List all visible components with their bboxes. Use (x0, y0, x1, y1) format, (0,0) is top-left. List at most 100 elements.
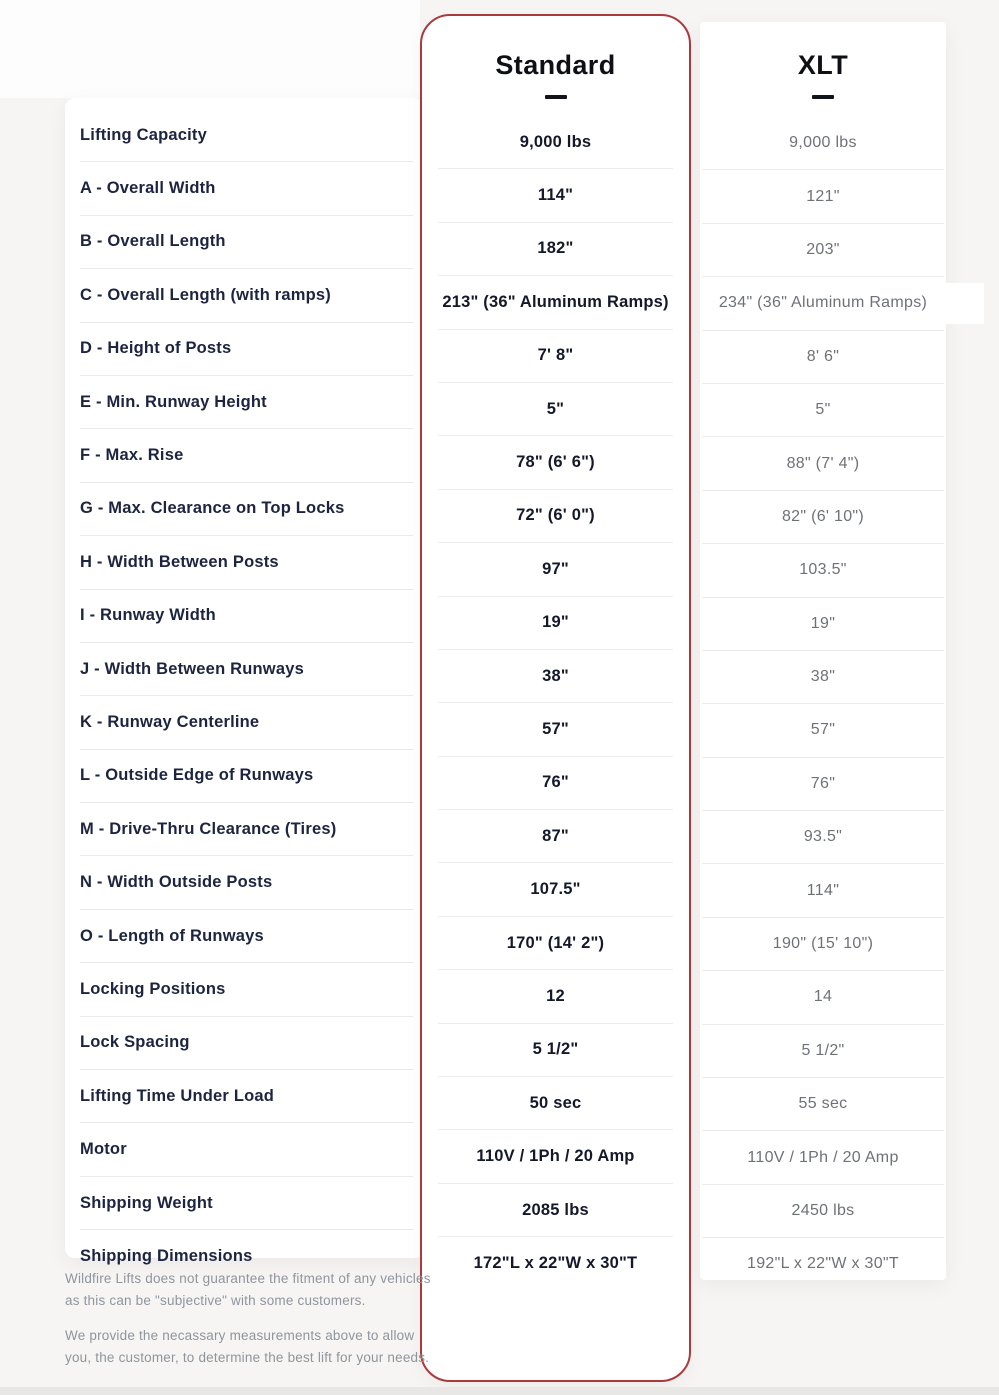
spec-label-row: D - Height of Posts (80, 323, 413, 376)
xlt-value-row: 8' 6" (702, 331, 944, 384)
standard-value-row: 38" (438, 650, 673, 704)
disclaimer: Wildfire Lifts does not guarantee the fi… (65, 1268, 440, 1381)
spec-label-row-text: I - Runway Width (80, 606, 216, 625)
standard-title-dash (544, 95, 567, 99)
xlt-value-row: 110V / 1Ph / 20 Amp (702, 1131, 944, 1185)
spec-label-row: Lifting Time Under Load (80, 1070, 413, 1124)
standard-value-row: 12 (438, 970, 673, 1024)
standard-value-row-text: 2085 lbs (522, 1200, 589, 1219)
xlt-value-row: 192"L x 22"W x 30"T (702, 1238, 944, 1290)
spec-label-row-text: Locking Positions (80, 979, 226, 998)
standard-value-row-text: 50 sec (529, 1093, 582, 1112)
standard-value-row-text: 12 (546, 986, 565, 1005)
standard-value-row-text: 87" (542, 826, 569, 845)
standard-value-row: 172"L x 22"W x 30"T (438, 1237, 673, 1289)
spec-label-row: A - Overall Width (80, 162, 413, 216)
xlt-value-row-text: 57" (810, 721, 836, 739)
spec-label-row: Motor (80, 1123, 413, 1177)
xlt-value-row-text: 121" (806, 187, 840, 205)
standard-value-row-text: 78" (6' 6") (516, 453, 595, 472)
spec-label-row-text: K - Runway Centerline (80, 712, 260, 731)
standard-value-row: 114" (438, 169, 673, 223)
xlt-value-row: 190" (15' 10") (702, 918, 944, 972)
xlt-value-row-text: 114" (806, 881, 840, 899)
xlt-value-row-text: 38" (810, 668, 836, 686)
standard-value-row-text: 57" (542, 719, 569, 738)
xlt-value-row: 93.5" (702, 811, 944, 865)
xlt-value-row: 9,000 lbs (702, 117, 944, 171)
spec-label-row-text: C - Overall Length (with ramps) (80, 285, 331, 304)
spec-label-row-text: L - Outside Edge of Runways (80, 766, 314, 785)
standard-value-row: 9,000 lbs (438, 116, 673, 170)
xlt-value-row-text: 8' 6" (806, 347, 840, 365)
xlt-value-row: 203" (702, 224, 944, 278)
xlt-value-row-text: 5 1/2" (801, 1041, 845, 1059)
standard-value-row: 72" (6' 0") (438, 490, 673, 544)
xlt-value-row: 55 sec (702, 1078, 944, 1132)
standard-column-card: Standard 9,000 lbs 114" 182" 213" (36" Alum… (420, 14, 691, 1382)
standard-value-row-text: 72" (6' 0") (516, 506, 595, 525)
spec-label-row-text: B - Overall Length (80, 232, 226, 251)
spec-label-row: Lock Spacing (80, 1017, 413, 1071)
bottom-strip (0, 1387, 999, 1395)
spec-label-row: Locking Positions (80, 963, 413, 1017)
xlt-value-row: 114" (702, 864, 944, 918)
spec-label-row-text: J - Width Between Runways (80, 659, 304, 678)
spec-label-row: Lifting Capacity (80, 109, 413, 163)
standard-value-row: 110V / 1Ph / 20 Amp (438, 1130, 673, 1184)
xlt-column-header: XLT (700, 22, 946, 99)
standard-value-row: 87" (438, 810, 673, 864)
xlt-value-row: 234" (36" Aluminum Ramps) (702, 277, 984, 331)
standard-value-row-text: 7' 8" (537, 346, 574, 365)
disclaimer-line-1: Wildfire Lifts does not guarantee the fi… (65, 1271, 431, 1308)
spec-label-row: H - Width Between Posts (80, 536, 413, 590)
spec-label-row-text: Shipping Dimensions (80, 1246, 253, 1265)
standard-value-row: 5 1/2" (438, 1024, 673, 1078)
spec-label-row: O - Length of Runways (80, 910, 413, 964)
xlt-value-row-text: 190" (15' 10") (772, 935, 874, 953)
standard-value-row: 50 sec (438, 1077, 673, 1131)
xlt-value-rows: 9,000 lbs 121" 203" 234" (36" Aluminum Ramp… (700, 117, 984, 1291)
xlt-value-row: 5 1/2" (702, 1025, 944, 1079)
xlt-value-row: 38" (702, 651, 944, 705)
background-band (0, 0, 420, 98)
xlt-value-row: 19" (702, 598, 944, 651)
xlt-value-row-text: 82" (6' 10") (781, 507, 865, 525)
standard-column-header: Standard (422, 16, 689, 99)
spec-label-row: C - Overall Length (with ramps) (80, 269, 413, 323)
spec-label-row-text: Motor (80, 1140, 127, 1159)
xlt-value-row-text: 5" (815, 401, 831, 419)
spec-label-row-text: H - Width Between Posts (80, 552, 279, 571)
standard-value-row-text: 5" (546, 399, 565, 418)
spec-label-row: B - Overall Length (80, 216, 413, 270)
standard-value-row-text: 38" (542, 666, 569, 685)
spec-label-row: I - Runway Width (80, 590, 413, 643)
spec-label-row-text: F - Max. Rise (80, 446, 184, 465)
xlt-column-card: XLT 9,000 lbs 121" 203" 234" (36" Aluminum … (700, 22, 984, 1280)
xlt-value-row: 14 (702, 971, 944, 1025)
spec-label-row: N - Width Outside Posts (80, 856, 413, 910)
xlt-column-title: XLT (797, 50, 849, 80)
xlt-value-row-text: 203" (806, 240, 840, 258)
spec-label-row-text: Lifting Time Under Load (80, 1086, 275, 1105)
xlt-value-row-text: 192"L x 22"W x 30"T (747, 1255, 899, 1273)
spec-label-row-text: E - Min. Runway Height (80, 392, 267, 411)
standard-value-row: 76" (438, 757, 673, 811)
xlt-value-row-text: 55 sec (798, 1095, 848, 1113)
standard-value-row-text: 170" (14' 2") (506, 933, 605, 952)
standard-value-row-text: 97" (542, 559, 569, 578)
standard-value-row: 78" (6' 6") (438, 436, 673, 490)
standard-value-row: 97" (438, 543, 673, 597)
standard-value-row-text: 110V / 1Ph / 20 Amp (476, 1147, 635, 1166)
spec-label-row-text: D - Height of Posts (80, 339, 232, 358)
xlt-value-row-text: 93.5" (803, 828, 843, 846)
xlt-title-dash (812, 95, 834, 99)
xlt-value-row: 88" (7' 4") (702, 437, 944, 491)
spec-label-row: Shipping Dimensions (80, 1230, 413, 1282)
standard-value-row: 107.5" (438, 863, 673, 917)
spec-label-row-text: M - Drive-Thru Clearance (Tires) (80, 819, 337, 838)
spec-label-row: K - Runway Centerline (80, 696, 413, 750)
standard-value-row: 7' 8" (438, 330, 673, 383)
spec-label-row: J - Width Between Runways (80, 643, 413, 697)
spec-label-row-text: N - Width Outside Posts (80, 873, 273, 892)
